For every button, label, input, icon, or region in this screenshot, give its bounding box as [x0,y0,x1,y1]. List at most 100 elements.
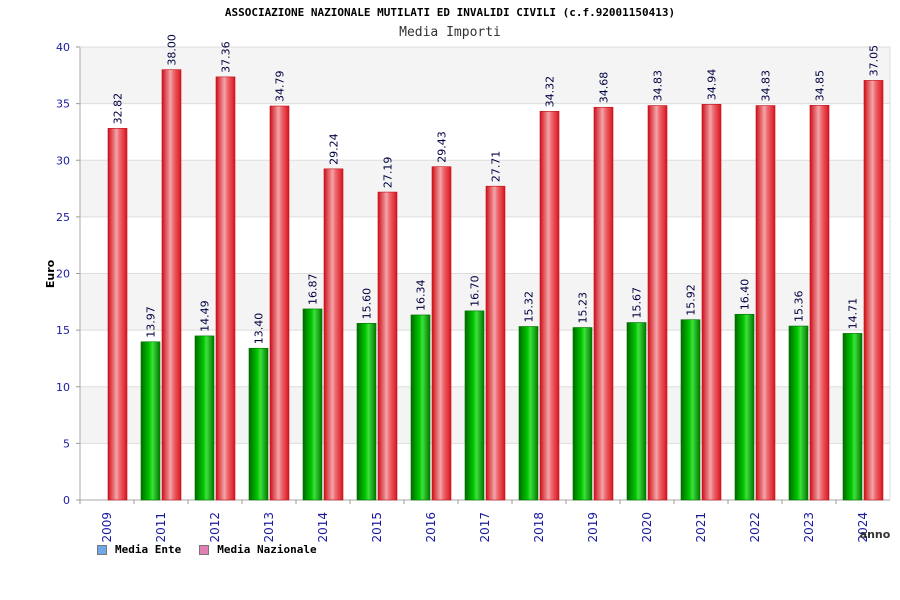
data-label-media-ente: 14.49 [199,300,212,332]
data-label-media-nazionale: 34.68 [598,72,611,104]
x-tick-label: 2024 [856,512,870,543]
x-tick-label: 2018 [532,512,546,543]
data-label-media-ente: 15.92 [685,284,698,316]
data-label-media-nazionale: 27.71 [490,151,503,183]
grid-band [80,443,890,500]
y-tick-label: 40 [56,41,70,54]
bar-media-ente [842,333,863,501]
data-label-media-ente: 13.97 [145,306,158,338]
bar-media-ente [248,347,269,501]
bar-media-nazionale [431,166,452,501]
bar-media-nazionale [701,104,722,501]
x-tick-label: 2019 [586,512,600,543]
data-label-media-nazionale: 34.32 [544,76,557,108]
bar-media-nazionale [323,168,344,501]
x-tick-label: 2020 [640,512,654,543]
bar-media-ente [194,335,215,501]
bar-media-nazionale [539,111,560,501]
data-label-media-nazionale: 29.24 [328,133,341,165]
bar-media-nazionale [809,105,830,501]
data-label-media-ente: 15.67 [631,287,644,319]
x-tick-label: 2022 [748,512,762,543]
bar-media-ente [518,326,539,501]
y-tick-label: 20 [56,268,70,281]
y-tick-label: 10 [56,381,70,394]
bar-media-nazionale [647,105,668,501]
legend-swatch-media-nazionale [199,544,210,555]
data-label-media-ente: 16.70 [469,275,482,307]
data-label-media-ente: 15.36 [793,291,806,323]
x-tick-label: 2014 [316,512,330,543]
x-tick-label: 2023 [802,512,816,543]
grid-band [80,216,890,274]
bar-media-nazionale [593,106,614,501]
bar-media-nazionale [863,80,884,501]
grid-band [80,330,890,387]
bar-media-ente [356,323,377,501]
x-axis-label: anno [860,528,891,541]
bar-media-nazionale [485,185,506,501]
data-label-media-ente: 13.40 [253,313,266,345]
bar-media-ente [572,327,593,501]
bar-media-nazionale [377,191,398,501]
x-tick-label: 2011 [154,512,168,543]
data-label-media-ente: 15.60 [361,288,374,320]
y-tick-label: 15 [56,324,70,337]
y-tick-label: 5 [63,437,70,450]
y-tick-label: 30 [56,154,70,167]
data-label-media-nazionale: 29.43 [436,131,449,163]
data-label-media-ente: 15.32 [523,291,536,323]
data-label-media-ente: 16.34 [415,279,428,311]
bar-media-ente [410,314,431,501]
y-tick-label: 35 [56,98,70,111]
bar-media-nazionale [269,105,290,501]
bar-media-ente [626,322,647,501]
data-label-media-ente: 14.71 [847,298,860,330]
chart-legend: Media Ente Media Nazionale [97,543,335,556]
bar-media-ente [302,308,323,501]
grid-band [80,273,890,331]
data-label-media-nazionale: 27.19 [382,157,395,189]
data-label-media-nazionale: 34.79 [274,71,287,103]
x-tick-label: 2016 [424,512,438,543]
x-tick-label: 2012 [208,512,222,543]
data-label-media-nazionale: 34.83 [652,70,665,102]
grid-band [80,160,890,217]
legend-item-media-nazionale: Media Nazionale [199,543,317,556]
bar-media-nazionale [215,76,236,501]
bar-media-nazionale [755,105,776,501]
data-label-media-ente: 16.87 [307,273,320,305]
x-tick-label: 2017 [478,512,492,543]
grid-band [80,103,890,161]
bar-media-ente [140,341,161,501]
data-label-media-nazionale: 37.36 [220,41,233,73]
data-label-media-nazionale: 34.94 [706,69,719,101]
chart-subtitle: Media Importi [399,25,501,40]
x-tick-label: 2021 [694,512,708,543]
grid-band [80,47,890,104]
legend-label-media-nazionale: Media Nazionale [217,543,317,556]
x-tick-label: 2009 [100,512,114,543]
data-label-media-nazionale: 37.05 [868,45,881,77]
grid-band [80,386,890,444]
x-tick-label: 2015 [370,512,384,543]
chart-title: ASSOCIAZIONE NAZIONALE MUTILATI ED INVAL… [224,6,676,19]
legend-item-media-ente: Media Ente [97,543,181,556]
bar-media-ente [680,319,701,501]
legend-swatch-media-ente [97,544,107,555]
data-label-media-ente: 15.23 [577,292,590,324]
data-label-media-nazionale: 32.82 [112,93,125,125]
y-tick-label: 25 [56,211,70,224]
bar-media-ente [734,313,755,501]
y-axis-label: Euro [44,259,57,288]
x-tick-label: 2013 [262,512,276,543]
bar-media-ente [788,325,809,501]
y-tick-label: 0 [63,494,70,507]
legend-label-media-ente: Media Ente [115,543,182,556]
data-label-media-nazionale: 34.83 [760,70,773,102]
bar-media-nazionale [161,69,182,501]
data-label-media-nazionale: 34.85 [814,70,827,102]
bar-media-nazionale [107,128,128,501]
data-label-media-nazionale: 38.00 [166,34,179,66]
